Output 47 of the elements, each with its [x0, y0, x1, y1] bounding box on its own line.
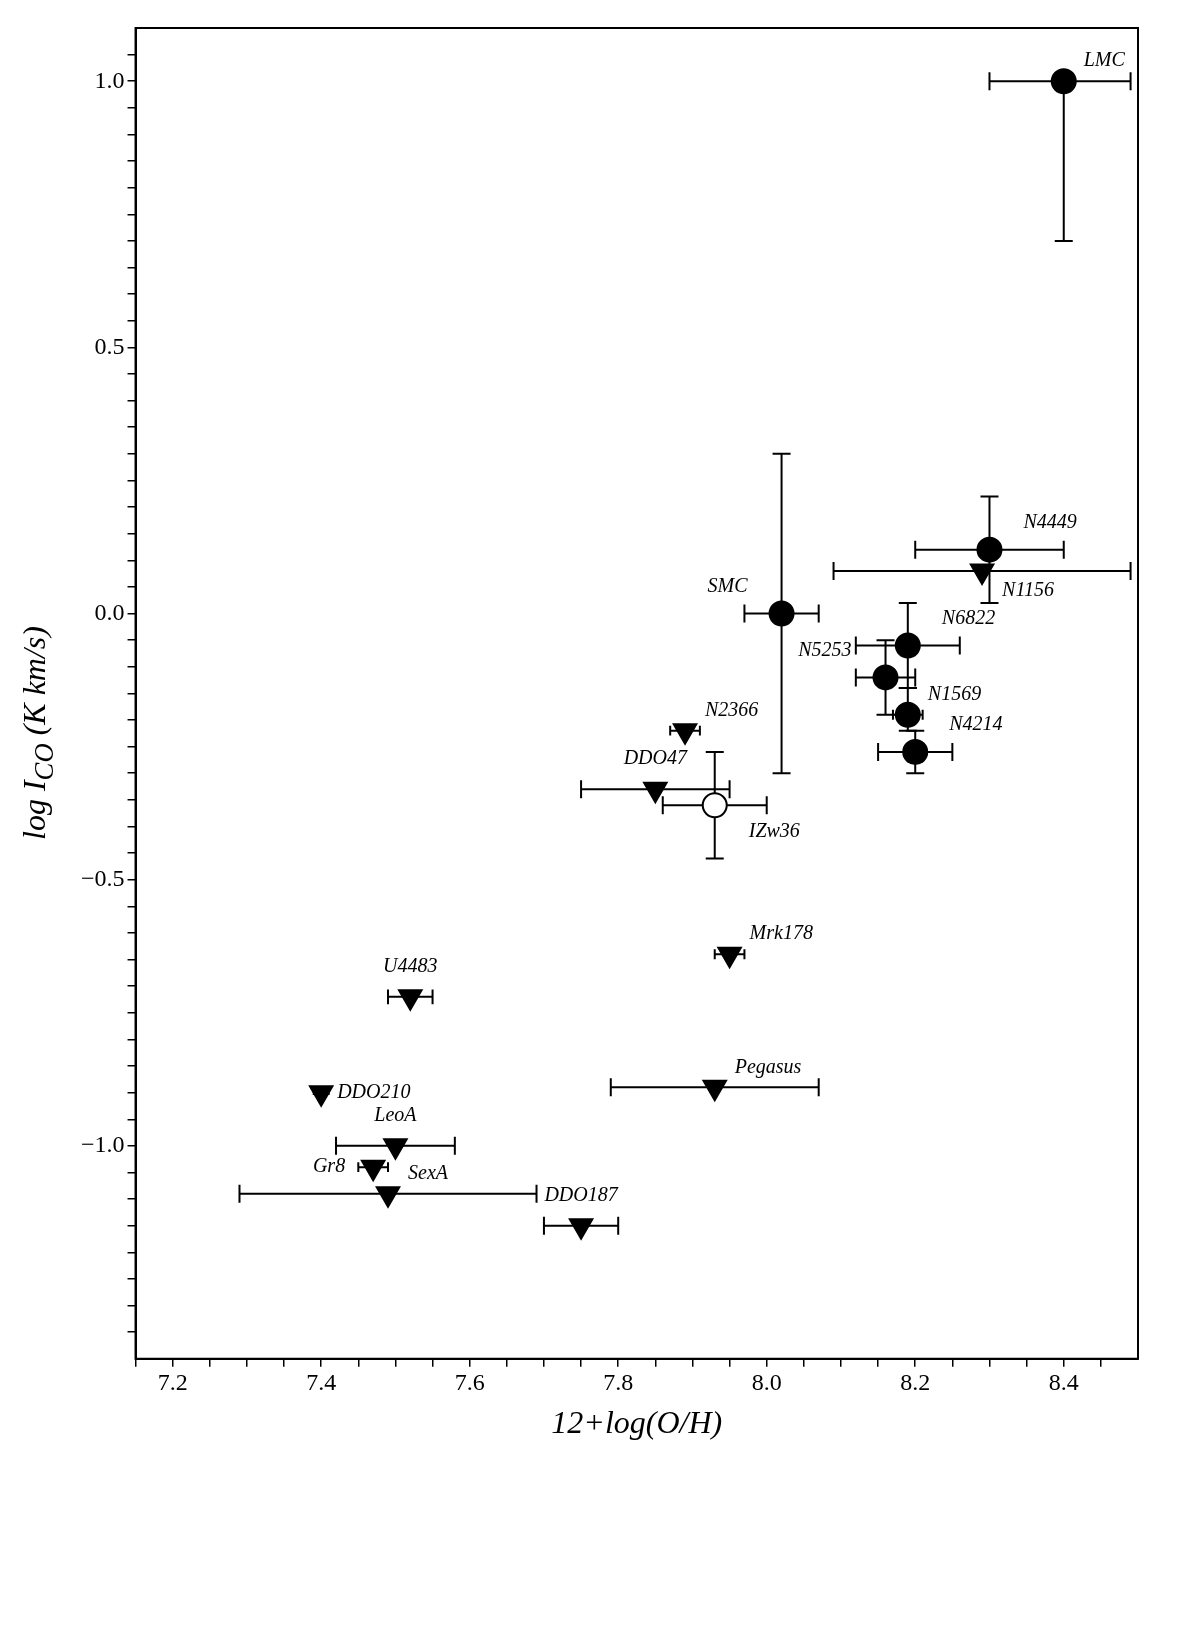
point [702, 1079, 727, 1102]
x-tick-label: 7.6 [454, 1369, 485, 1396]
annotation: U4483 [383, 954, 438, 977]
y-tick-label: −0.5 [80, 865, 125, 892]
point [701, 792, 728, 819]
y-tick-label: 0.5 [94, 332, 125, 359]
point [360, 1159, 386, 1182]
annotation: IZw36 [747, 819, 800, 842]
point [894, 632, 921, 659]
x-axis-title: 12+log(O/H) [551, 1404, 723, 1441]
annotation: N5253 [797, 637, 852, 660]
annotation: LMC [1082, 48, 1126, 71]
point [872, 664, 899, 691]
annotation: SMC [707, 573, 749, 596]
point [902, 738, 929, 765]
y-tick-label: 1.0 [94, 66, 125, 93]
point [976, 536, 1003, 563]
annotation: N4449 [1022, 509, 1077, 532]
point [398, 989, 423, 1011]
x-tick-label: 7.8 [603, 1369, 634, 1396]
x-tick-label: 7.2 [157, 1369, 188, 1396]
x-tick-label: 7.4 [306, 1369, 337, 1396]
annotation: N4214 [948, 712, 1003, 735]
y-tick-label: 0.0 [94, 598, 125, 625]
annotation: DDO210 [336, 1079, 411, 1102]
annotation: LeoA [373, 1103, 418, 1126]
y-tick-label: −1.0 [80, 1131, 125, 1158]
point [308, 1085, 334, 1107]
point [768, 600, 795, 627]
point [568, 1218, 594, 1240]
x-tick-label: 8.2 [900, 1369, 931, 1396]
point [375, 1186, 401, 1208]
x-tick-label: 8.0 [751, 1369, 782, 1396]
annotation: DDO47 [622, 746, 688, 769]
annotation: Mrk178 [748, 921, 813, 944]
point [383, 1138, 408, 1160]
annotation: N1156 [1001, 578, 1054, 601]
annotation: Gr8 [312, 1154, 346, 1177]
annotation: Pegasus [733, 1054, 802, 1078]
annotation: SexA [408, 1161, 449, 1184]
annotation: N1569 [926, 681, 982, 704]
point [717, 946, 742, 969]
annotation: DDO187 [543, 1182, 619, 1205]
point [894, 701, 921, 728]
annotation: N2366 [704, 697, 759, 720]
annotation: N6822 [940, 605, 996, 628]
x-tick-label: 8.4 [1048, 1369, 1079, 1396]
